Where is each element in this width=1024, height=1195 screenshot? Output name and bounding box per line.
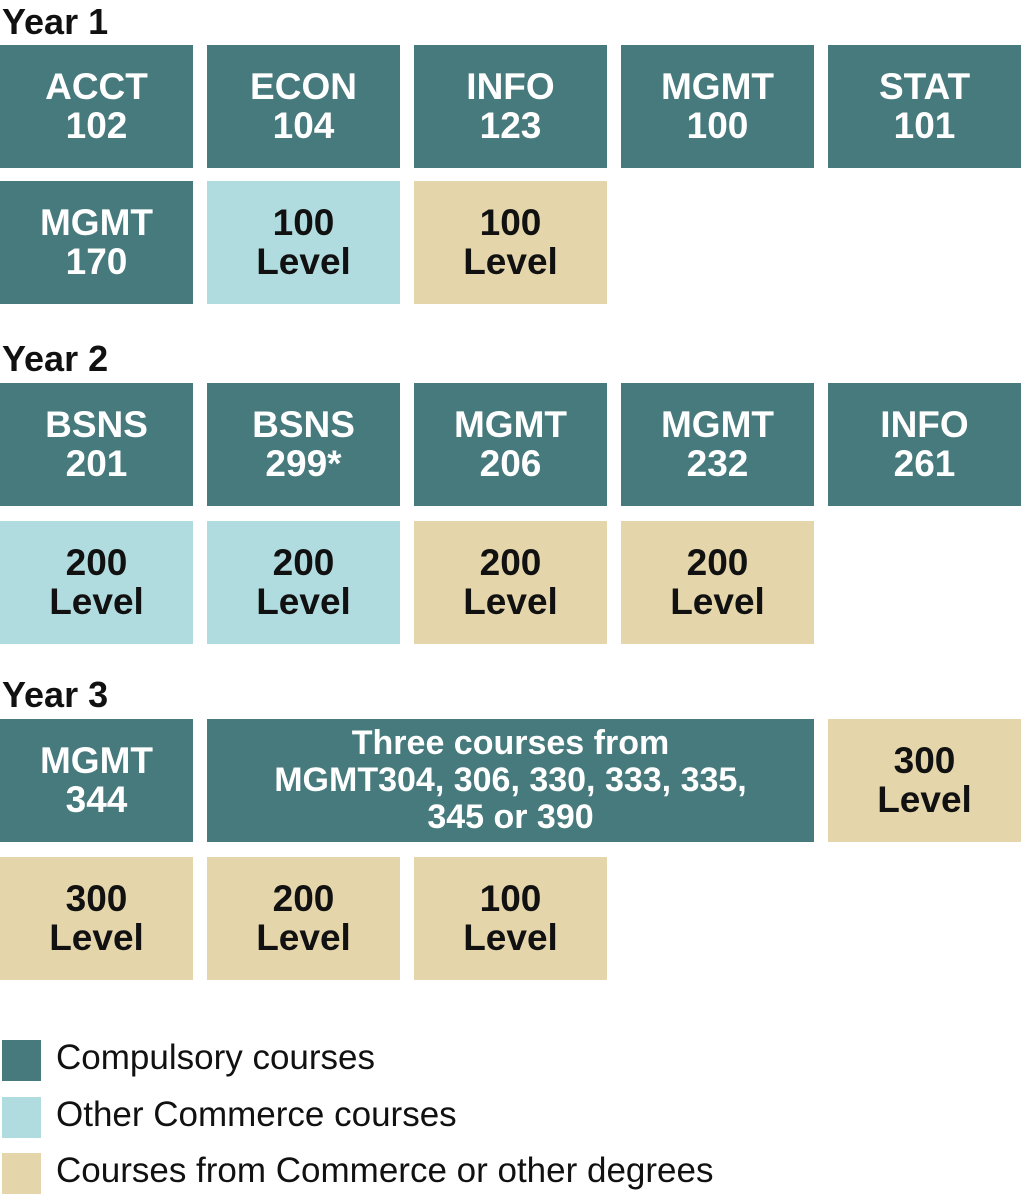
- elective-box-200-level-any-1: 200 Level: [414, 521, 607, 644]
- elective-box-300-level-any-1: 300 Level: [828, 719, 1021, 842]
- elective-box-100-level-commerce: 100 Level: [207, 181, 400, 304]
- course-box-stat-101: STAT 101: [828, 45, 1021, 168]
- elective-box-200-level-commerce-1: 200 Level: [0, 521, 193, 644]
- course-box-bsns-201: BSNS 201: [0, 383, 193, 506]
- legend-swatch-other-commerce: [2, 1097, 41, 1138]
- year-1-title: Year 1: [2, 1, 109, 42]
- elective-box-300-level-any-2: 300 Level: [0, 857, 193, 980]
- course-box-bsns-299: BSNS 299*: [207, 383, 400, 506]
- course-box-info-261: INFO 261: [828, 383, 1021, 506]
- elective-box-100-level-any-2: 100 Level: [414, 857, 607, 980]
- legend-label-other-commerce: Other Commerce courses: [56, 1095, 457, 1134]
- year-2-title: Year 2: [2, 338, 109, 379]
- course-box-mgmt-206: MGMT 206: [414, 383, 607, 506]
- course-box-mgmt-100: MGMT 100: [621, 45, 814, 168]
- elective-box-200-level-any-3: 200 Level: [207, 857, 400, 980]
- course-box-mgmt-344: MGMT 344: [0, 719, 193, 842]
- elective-box-200-level-commerce-2: 200 Level: [207, 521, 400, 644]
- year-3-title: Year 3: [2, 674, 109, 715]
- legend-swatch-other-degrees: [2, 1153, 41, 1194]
- course-box-info-123: INFO 123: [414, 45, 607, 168]
- legend-swatch-compulsory: [2, 1040, 41, 1081]
- course-box-mgmt-170: MGMT 170: [0, 181, 193, 304]
- course-box-acct-102: ACCT 102: [0, 45, 193, 168]
- course-box-three-courses-choice: Three courses from MGMT304, 306, 330, 33…: [207, 719, 814, 842]
- legend-label-other-degrees: Courses from Commerce or other degrees: [56, 1151, 714, 1190]
- elective-box-100-level-any: 100 Level: [414, 181, 607, 304]
- course-box-mgmt-232: MGMT 232: [621, 383, 814, 506]
- course-box-econ-104: ECON 104: [207, 45, 400, 168]
- elective-box-200-level-any-2: 200 Level: [621, 521, 814, 644]
- legend-label-compulsory: Compulsory courses: [56, 1038, 375, 1077]
